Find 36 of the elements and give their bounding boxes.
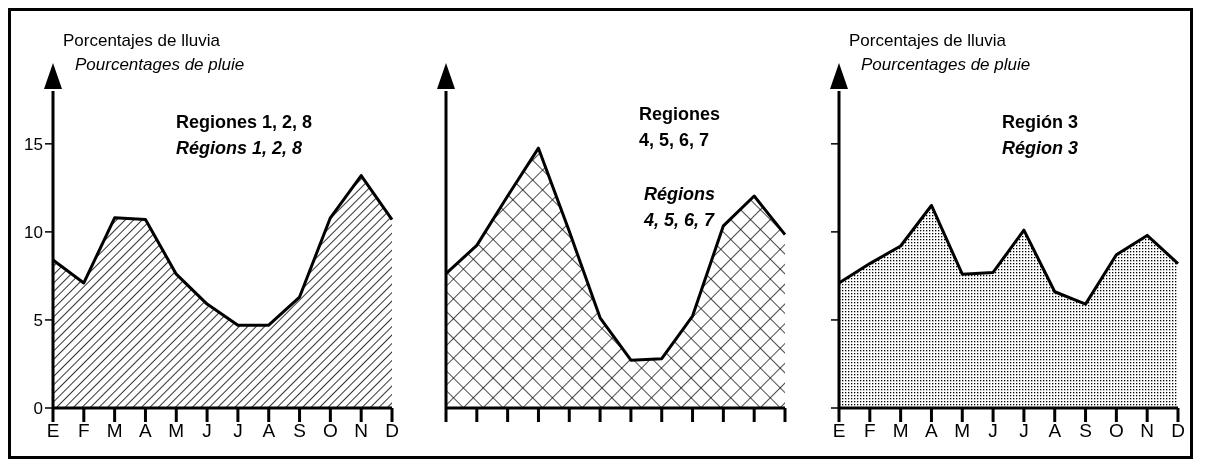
- annotation: Régions 1, 2, 8: [176, 137, 303, 160]
- y-tick-label: 10: [24, 222, 43, 242]
- y-axis-title: Porcentajes de lluvia Pourcentages de pluie: [849, 30, 1031, 76]
- x-tick-label: A: [262, 420, 276, 442]
- x-tick-label: E: [832, 420, 846, 442]
- x-tick-label: E: [46, 420, 60, 442]
- x-tick-label: S: [293, 420, 306, 442]
- x-tick-label: M: [954, 420, 971, 442]
- x-tick-label: O: [1108, 420, 1124, 442]
- y-tick-label: 5: [33, 310, 43, 330]
- annotation: Regiones 1, 2, 8: [176, 111, 313, 134]
- x-tick-label: F: [864, 420, 876, 442]
- x-tick-label: A: [925, 420, 939, 442]
- x-tick-label: A: [139, 420, 153, 442]
- x-tick-label: O: [322, 420, 338, 442]
- x-tick-label: D: [1171, 420, 1185, 442]
- y-axis-title: Porcentajes de lluvia Pourcentages de pluie: [63, 30, 245, 76]
- x-tick-label: J: [988, 420, 998, 442]
- x-tick-label: J: [1019, 420, 1029, 442]
- y-tick-label: 0: [33, 399, 43, 419]
- x-tick-label: N: [1140, 420, 1155, 442]
- y-tick-label: 15: [24, 134, 43, 154]
- x-tick-label: J: [202, 420, 212, 442]
- x-tick-label: D: [385, 420, 399, 442]
- x-tick-label: M: [106, 420, 123, 442]
- annotation: Regiones 4, 5, 6, 7: [639, 103, 721, 152]
- annotation: Región 3: [1002, 111, 1079, 134]
- annotation: Régions 4, 5, 6, 7: [644, 183, 716, 232]
- x-tick-label: M: [168, 420, 185, 442]
- x-tick-label: S: [1079, 420, 1092, 442]
- x-tick-label: F: [78, 420, 90, 442]
- x-tick-label: M: [892, 420, 909, 442]
- x-tick-label: A: [1048, 420, 1062, 442]
- x-tick-label: J: [233, 420, 243, 442]
- x-tick-label: N: [354, 420, 369, 442]
- annotation: Région 3: [1002, 137, 1079, 160]
